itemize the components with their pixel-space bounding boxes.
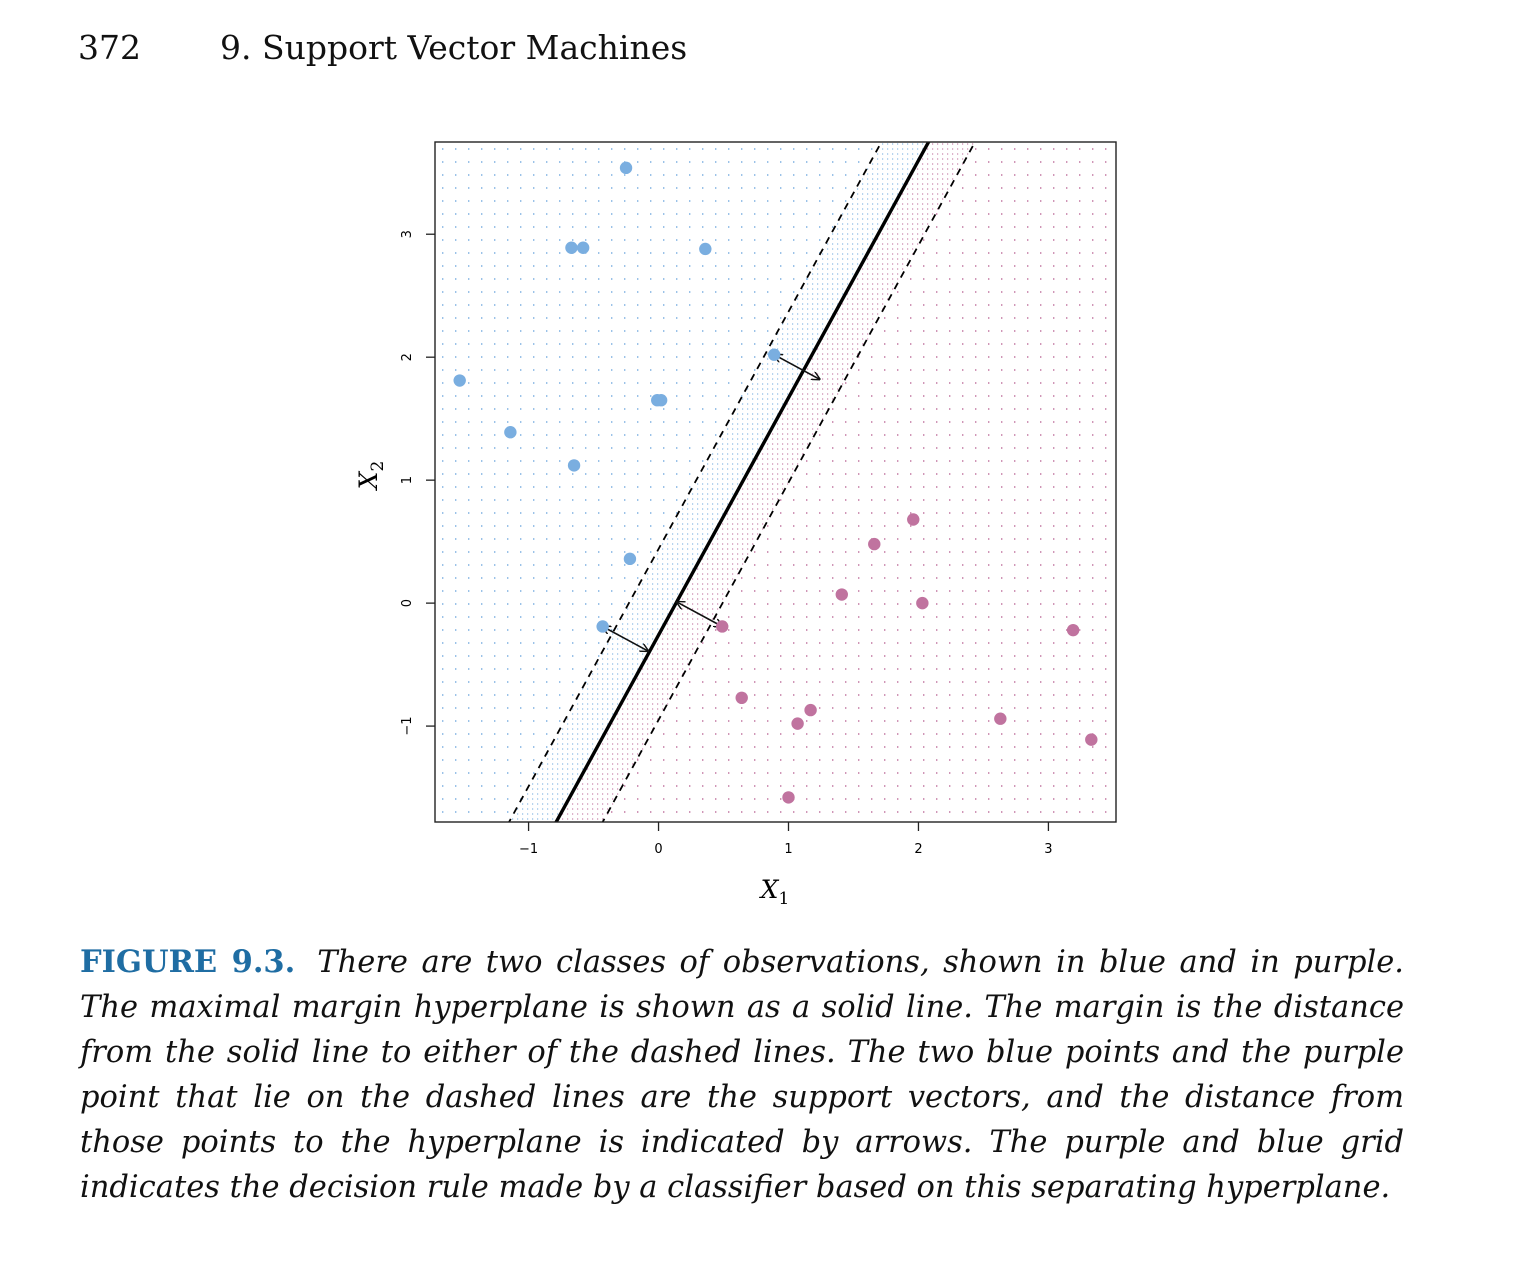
data-point-blue	[596, 620, 609, 633]
y-tick-label: 0	[400, 599, 415, 607]
grid-dots-purple	[611, 148, 1107, 813]
data-point-purple	[994, 712, 1007, 725]
data-point-purple	[791, 717, 804, 730]
plot-frame	[434, 141, 1117, 823]
data-point-blue	[567, 459, 581, 472]
data-point-purple	[782, 791, 795, 804]
margin-arrow	[677, 602, 722, 627]
margin-lower-dashed-line	[601, 142, 977, 822]
svm-scatter-plot: −1 0 1 2 3 −1 0 1 2 3 X1 X2	[354, 141, 1117, 909]
data-point-purple	[835, 588, 848, 601]
data-point-purple	[716, 620, 729, 633]
hyperplane-solid-line	[554, 142, 931, 822]
caption-text: There are two classes of observations, s…	[80, 945, 1404, 1205]
x-axis: −1 0 1 2 3	[519, 822, 1053, 857]
x-tick-label: 1	[784, 842, 792, 857]
data-point-purple	[735, 691, 748, 705]
data-point-blue	[619, 161, 633, 175]
data-point-blue	[654, 394, 668, 407]
margin-arrow	[603, 626, 648, 651]
data-point-purple	[868, 537, 881, 551]
data-point-purple	[804, 703, 817, 717]
data-point-purple	[1085, 733, 1098, 746]
x-axis-label: X1	[759, 875, 790, 909]
y-tick-label: 1	[400, 476, 415, 484]
margin-arrows	[603, 355, 820, 651]
x-tick-label: 0	[654, 842, 662, 857]
y-tick-label: 3	[400, 230, 415, 238]
data-point-purple	[1066, 623, 1080, 637]
margin-dots-purple	[562, 143, 974, 820]
x-tick-label: 2	[914, 842, 922, 857]
hyperplane-lines	[508, 142, 977, 822]
chapter-title: 9. Support Vector Machines	[220, 28, 688, 67]
y-axis: −1 0 1 2 3	[400, 230, 435, 736]
observations	[453, 161, 1098, 804]
margin-arrow	[774, 355, 819, 380]
figure-label: FIGURE 9.3.	[80, 944, 296, 980]
data-point-blue	[453, 374, 466, 387]
data-point-blue	[576, 241, 590, 254]
figure-caption: FIGURE 9.3. There are two classes of obse…	[80, 940, 1404, 1210]
x-tick-label: 3	[1044, 842, 1052, 857]
margin-upper-dashed-line	[508, 142, 883, 822]
x-tick-label: −1	[519, 842, 538, 857]
y-axis-label: X2	[354, 461, 388, 492]
y-tick-label: 2	[400, 353, 415, 361]
decision-grid	[442, 143, 1107, 820]
page-number: 372	[78, 28, 141, 67]
data-point-blue	[768, 348, 781, 361]
data-point-blue	[699, 242, 712, 256]
data-point-purple	[916, 596, 929, 610]
grid-dots-blue	[442, 148, 873, 813]
data-point-blue	[504, 425, 517, 439]
data-point-blue	[623, 552, 637, 566]
data-point-purple	[907, 513, 920, 526]
y-tick-label: −1	[400, 717, 415, 736]
data-point-blue	[565, 241, 578, 254]
